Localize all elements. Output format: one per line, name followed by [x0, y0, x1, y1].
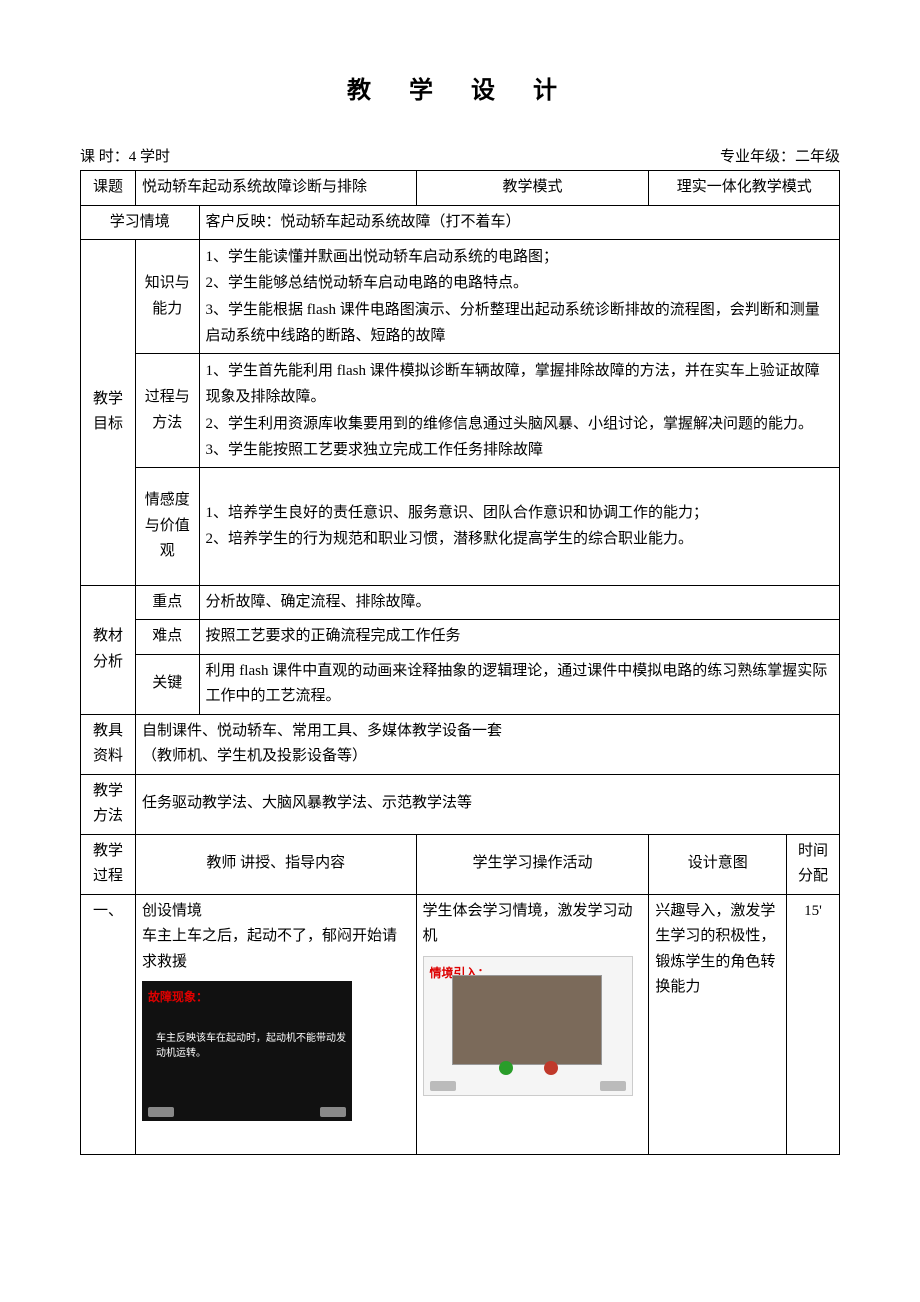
tools-text: 自制课件、悦动轿车、常用工具、多媒体教学设备一套 （教师机、学生机及投影设备等） — [136, 714, 840, 774]
lesson-plan-table: 课题 悦动轿车起动系统故障诊断与排除 教学模式 理实一体化教学模式 学习情境 客… — [80, 170, 840, 1155]
car-icon — [430, 1081, 456, 1091]
topic-value: 悦动轿车起动系统故障诊断与排除 — [136, 171, 417, 206]
scene-label: 学习情境 — [81, 205, 200, 240]
goals-sub-2: 情感度与价值观 — [136, 468, 200, 586]
process-teacher-text: 创设情境 车主上车之后，起动不了，郁闷开始请求救援 — [142, 899, 410, 976]
table-row: 情感度与价值观 1、培养学生良好的责任意识、服务意识、团队合作意识和协调工作的能… — [81, 468, 840, 586]
process-col4: 设计意图 — [649, 834, 787, 894]
process-student-text: 学生体会学习情境，激发学习动机 — [423, 899, 643, 950]
car-interior-image — [452, 975, 602, 1065]
ph1-tag: 故障现象： — [148, 987, 208, 1007]
process-col2: 教师 讲授、指导内容 — [136, 834, 417, 894]
goals-sub-0: 知识与能力 — [136, 240, 200, 354]
method-text: 任务驱动教学法、大脑风暴教学法、示范教学法等 — [136, 774, 840, 834]
car-icon — [600, 1081, 626, 1091]
table-row: 一、 创设情境 车主上车之后，起动不了，郁闷开始请求救援 故障现象： 车主反映该… — [81, 894, 840, 1154]
table-row: 关键 利用 flash 课件中直观的动画来诠释抽象的逻辑理论，通过课件中模拟电路… — [81, 654, 840, 714]
scene-value: 客户反映：悦动轿车起动系统故障（打不着车） — [199, 205, 839, 240]
car-icon — [320, 1107, 346, 1117]
ph1-line: 车主反映该车在起动时，起动机不能带动发动机运转。 — [156, 1031, 352, 1061]
table-row: 教材分析 重点 分析故障、确定流程、排除故障。 — [81, 585, 840, 620]
process-time: 15' — [787, 894, 840, 1154]
material-sub-0: 重点 — [136, 585, 200, 620]
process-col5: 时间分配 — [787, 834, 840, 894]
material-label: 教材分析 — [81, 585, 136, 714]
goals-sub-1: 过程与方法 — [136, 354, 200, 468]
goals-text-2: 1、培养学生良好的责任意识、服务意识、团队合作意识和协调工作的能力； 2、培养学… — [199, 468, 839, 586]
meta-row: 课 时：4 学时 专业年级：二年级 — [80, 145, 840, 166]
process-intent: 兴趣导入，激发学生学习的积极性，锻炼学生的角色转换能力 — [649, 894, 787, 1154]
table-row: 教学方法 任务驱动教学法、大脑风暴教学法、示范教学法等 — [81, 774, 840, 834]
material-text-2: 利用 flash 课件中直观的动画来诠释抽象的逻辑理论，通过课件中模拟电路的练习… — [199, 654, 839, 714]
method-label: 教学方法 — [81, 774, 136, 834]
table-row: 教学目标 知识与能力 1、学生能读懂并默画出悦动轿车启动系统的电路图； 2、学生… — [81, 240, 840, 354]
process-idx: 一、 — [81, 894, 136, 1154]
table-row: 课题 悦动轿车起动系统故障诊断与排除 教学模式 理实一体化教学模式 — [81, 171, 840, 206]
car-icon — [148, 1107, 174, 1117]
table-row: 学习情境 客户反映：悦动轿车起动系统故障（打不着车） — [81, 205, 840, 240]
goals-label: 教学目标 — [81, 240, 136, 586]
grade-level: 专业年级：二年级 — [720, 145, 840, 166]
table-row: 教具资料 自制课件、悦动轿车、常用工具、多媒体教学设备一套 （教师机、学生机及投… — [81, 714, 840, 774]
material-sub-1: 难点 — [136, 620, 200, 655]
page-title: 教 学 设 计 — [80, 70, 840, 105]
material-text-0: 分析故障、确定流程、排除故障。 — [199, 585, 839, 620]
courseware-image-2: 情境引入： — [423, 956, 633, 1096]
material-sub-2: 关键 — [136, 654, 200, 714]
courseware-image-1: 故障现象： 车主反映该车在起动时，起动机不能带动发动机运转。 — [142, 981, 352, 1121]
topic-label: 课题 — [81, 171, 136, 206]
mode-value: 理实一体化教学模式 — [649, 171, 840, 206]
table-row: 难点 按照工艺要求的正确流程完成工作任务 — [81, 620, 840, 655]
table-row: 过程与方法 1、学生首先能利用 flash 课件模拟诊断车辆故障，掌握排除故障的… — [81, 354, 840, 468]
process-col3: 学生学习操作活动 — [416, 834, 649, 894]
green-button-icon — [499, 1061, 513, 1075]
table-row: 教学过程 教师 讲授、指导内容 学生学习操作活动 设计意图 时间分配 — [81, 834, 840, 894]
class-hours: 课 时：4 学时 — [80, 145, 170, 166]
red-button-icon — [544, 1061, 558, 1075]
mode-label: 教学模式 — [416, 171, 649, 206]
goals-text-0: 1、学生能读懂并默画出悦动轿车启动系统的电路图； 2、学生能够总结悦动轿车启动电… — [199, 240, 839, 354]
material-text-1: 按照工艺要求的正确流程完成工作任务 — [199, 620, 839, 655]
process-col1: 教学过程 — [81, 834, 136, 894]
goals-text-1: 1、学生首先能利用 flash 课件模拟诊断车辆故障，掌握排除故障的方法，并在实… — [199, 354, 839, 468]
tools-label: 教具资料 — [81, 714, 136, 774]
